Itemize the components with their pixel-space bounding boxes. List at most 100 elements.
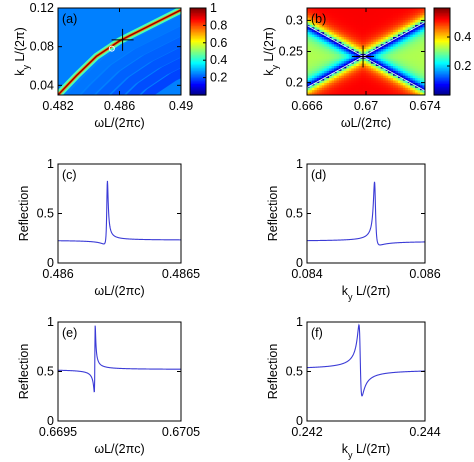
colorbar-cell [434,13,450,16]
heatmap-cell [363,90,367,93]
heatmap-cell [366,34,369,38]
heatmap-cell [402,46,406,50]
colorbar-cell [434,87,450,90]
heatmap-cell [378,73,382,77]
heatmap-cell [405,46,409,50]
heatmap-cell [397,70,401,74]
heatmap-cell [412,24,416,28]
heatmap-cell [380,34,384,38]
heatmap-cell [402,53,406,57]
heatmap-cell [368,34,372,38]
heatmap-cell [329,10,332,14]
heatmap-cell [341,51,345,55]
heatmap-cell [393,17,396,21]
heatmap-cell [366,73,369,77]
heatmap-cell [378,82,382,86]
heatmap-cell [321,39,325,43]
heatmap-cell [388,78,391,81]
heatmap-cell [309,51,313,55]
heatmap-cell [407,90,411,93]
heatmap-cell [385,39,389,43]
heatmap-cell [370,66,374,69]
heatmap-cell [422,75,426,79]
heatmap-cell [316,49,320,52]
heatmap-cell [348,15,352,19]
reflection-line [307,181,425,246]
colorbar-cell [434,70,450,73]
heatmap-cell [311,8,315,11]
heatmap-cell [407,8,411,11]
heatmap-cell [407,20,411,23]
heatmap-cell [329,92,332,96]
heatmap-cell [311,92,315,96]
heatmap-cell [380,63,384,67]
heatmap-cell [383,75,387,79]
heatmap-cell [324,56,328,60]
heatmap-cell [321,92,325,96]
heatmap-cell [338,10,342,14]
heatmap-cell [314,29,318,33]
heatmap-cell [348,22,352,26]
heatmap-cell [402,12,406,16]
colorbar-cell [434,57,450,60]
heatmap-cell [351,34,355,38]
heatmap-cell [410,32,414,35]
heatmap-cell [356,12,360,16]
heatmap-cell [402,20,406,23]
colorbar-cell [434,86,450,89]
heatmap-cell [368,63,372,67]
heatmap-cell [373,85,377,89]
heatmap-cell [307,61,310,64]
heatmap-cell [383,49,387,52]
heatmap-cell [393,92,396,96]
heatmap-cell [311,70,315,74]
heatmap-cell [417,90,421,93]
heatmap-cell [380,85,384,89]
heatmap-cell [375,92,379,96]
heatmap-cell [410,78,414,81]
heatmap-cell [336,12,340,16]
heatmap-cell [343,10,347,14]
heatmap-cell [375,80,379,84]
heatmap-cell [378,49,382,52]
heatmap-cell [405,80,409,84]
heatmap-cell [420,58,423,62]
heatmap-cell [353,78,357,81]
heatmap-cell [380,49,384,52]
heatmap-cell [326,80,330,84]
heatmap-cell [370,73,374,77]
heatmap-cell [415,87,419,91]
heatmap-cell [351,87,355,91]
heatmap-cell [380,70,384,74]
heatmap-cell [405,51,409,55]
heatmap-cell [334,78,337,81]
panel-label: (b) [311,12,326,26]
heatmap-cell [356,8,360,11]
colorbar-cell [190,90,206,93]
heatmap-cell [378,53,382,57]
heatmap-cell [321,41,325,45]
heatmap-cell [385,87,389,91]
colorbar-cell [190,52,206,55]
heatmap-cell [321,34,325,38]
heatmap-cell [341,58,345,62]
heatmap-cell [346,90,350,93]
heatmap-cell [383,90,387,93]
heatmap-cell [417,22,421,26]
heatmap-cell [417,17,421,21]
heatmap-cell [341,63,345,67]
heatmap-cell [316,15,320,19]
heatmap-cell [383,32,387,35]
heatmap-cell [353,41,357,45]
heatmap-cell [390,37,394,40]
colorbar-cell [434,66,450,69]
heatmap-cell [368,61,372,64]
heatmap-cell [395,44,399,48]
heatmap-cell [415,8,419,11]
heatmap-cell [361,46,364,50]
heatmap-cell [353,70,357,74]
heatmap-cell [336,51,340,55]
heatmap-cell [358,90,362,93]
heatmap-cell [420,46,423,50]
heatmap-cell [390,56,394,60]
